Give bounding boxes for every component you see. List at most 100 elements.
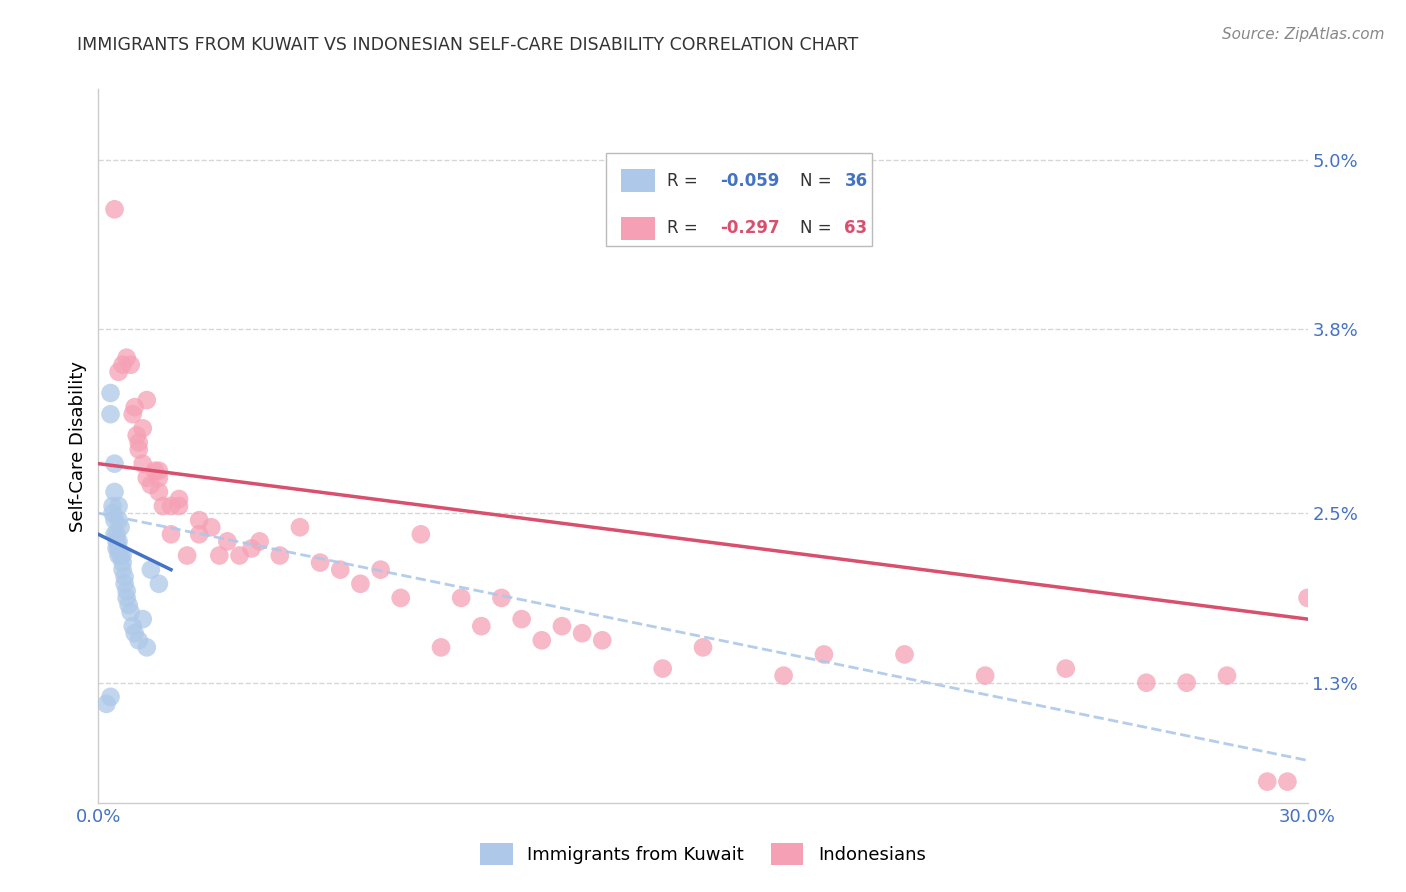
Point <box>240 541 263 556</box>
Point <box>132 612 155 626</box>
Point <box>101 499 124 513</box>
Point <box>107 513 129 527</box>
Point <box>128 633 150 648</box>
Point <box>111 549 134 563</box>
Point <box>349 576 371 591</box>
Point <box>430 640 453 655</box>
Point <box>389 591 412 605</box>
Text: N =: N = <box>800 171 837 189</box>
Text: R =: R = <box>666 171 703 189</box>
Point <box>103 484 125 499</box>
Point <box>111 563 134 577</box>
Point <box>103 527 125 541</box>
Point <box>115 583 138 598</box>
Point <box>530 633 553 648</box>
Point <box>1296 591 1319 605</box>
Point <box>110 549 132 563</box>
Text: 63: 63 <box>845 219 868 237</box>
Point <box>288 520 311 534</box>
Point <box>148 576 170 591</box>
Point <box>132 421 155 435</box>
Point <box>100 407 122 421</box>
Point <box>188 527 211 541</box>
Point <box>105 534 128 549</box>
Point <box>103 202 125 217</box>
Point <box>160 499 183 513</box>
FancyBboxPatch shape <box>621 217 655 240</box>
Point <box>125 428 148 442</box>
Point <box>135 640 157 655</box>
Text: R =: R = <box>666 219 703 237</box>
Point <box>128 442 150 457</box>
Point <box>114 576 136 591</box>
Point <box>103 513 125 527</box>
Point <box>107 549 129 563</box>
Point <box>772 668 794 682</box>
Point <box>107 365 129 379</box>
Point <box>143 464 166 478</box>
Point <box>228 549 250 563</box>
Point <box>893 648 915 662</box>
Point <box>148 484 170 499</box>
Point <box>167 499 190 513</box>
Point <box>132 457 155 471</box>
Point <box>813 648 835 662</box>
Point <box>1135 675 1157 690</box>
Point <box>107 499 129 513</box>
Point <box>120 358 142 372</box>
Text: Source: ZipAtlas.com: Source: ZipAtlas.com <box>1222 27 1385 42</box>
Y-axis label: Self-Care Disability: Self-Care Disability <box>69 360 87 532</box>
Point <box>1054 662 1077 676</box>
Text: IMMIGRANTS FROM KUWAIT VS INDONESIAN SELF-CARE DISABILITY CORRELATION CHART: IMMIGRANTS FROM KUWAIT VS INDONESIAN SEL… <box>77 36 859 54</box>
Point <box>118 598 141 612</box>
Point <box>329 563 352 577</box>
Text: -0.297: -0.297 <box>720 219 779 237</box>
Point <box>1216 668 1239 682</box>
Point <box>510 612 533 626</box>
Point <box>115 351 138 365</box>
Point <box>551 619 574 633</box>
Point <box>135 471 157 485</box>
Point <box>148 471 170 485</box>
Point <box>217 534 239 549</box>
Point <box>121 619 143 633</box>
Point <box>591 633 613 648</box>
Point <box>96 697 118 711</box>
Point <box>692 640 714 655</box>
Point <box>200 520 222 534</box>
Point <box>249 534 271 549</box>
Point <box>105 541 128 556</box>
Point <box>107 534 129 549</box>
FancyBboxPatch shape <box>606 153 872 246</box>
Point <box>152 499 174 513</box>
Point <box>111 556 134 570</box>
Point <box>139 563 162 577</box>
Point <box>115 591 138 605</box>
Point <box>450 591 472 605</box>
Point <box>269 549 291 563</box>
Point <box>124 400 146 414</box>
Point <box>148 464 170 478</box>
Point <box>1256 774 1278 789</box>
Point <box>111 358 134 372</box>
Point <box>105 527 128 541</box>
Point <box>139 478 162 492</box>
Point <box>571 626 593 640</box>
Point <box>124 626 146 640</box>
Point <box>110 520 132 534</box>
Point <box>409 527 432 541</box>
Point <box>309 556 332 570</box>
Point <box>128 435 150 450</box>
Point <box>135 393 157 408</box>
Point <box>100 690 122 704</box>
Point <box>470 619 492 633</box>
Text: -0.059: -0.059 <box>720 171 779 189</box>
Point <box>114 570 136 584</box>
Text: 36: 36 <box>845 171 868 189</box>
Point <box>208 549 231 563</box>
Point <box>1277 774 1299 789</box>
Point <box>107 541 129 556</box>
Point <box>1175 675 1198 690</box>
Point <box>651 662 673 676</box>
Point <box>188 513 211 527</box>
